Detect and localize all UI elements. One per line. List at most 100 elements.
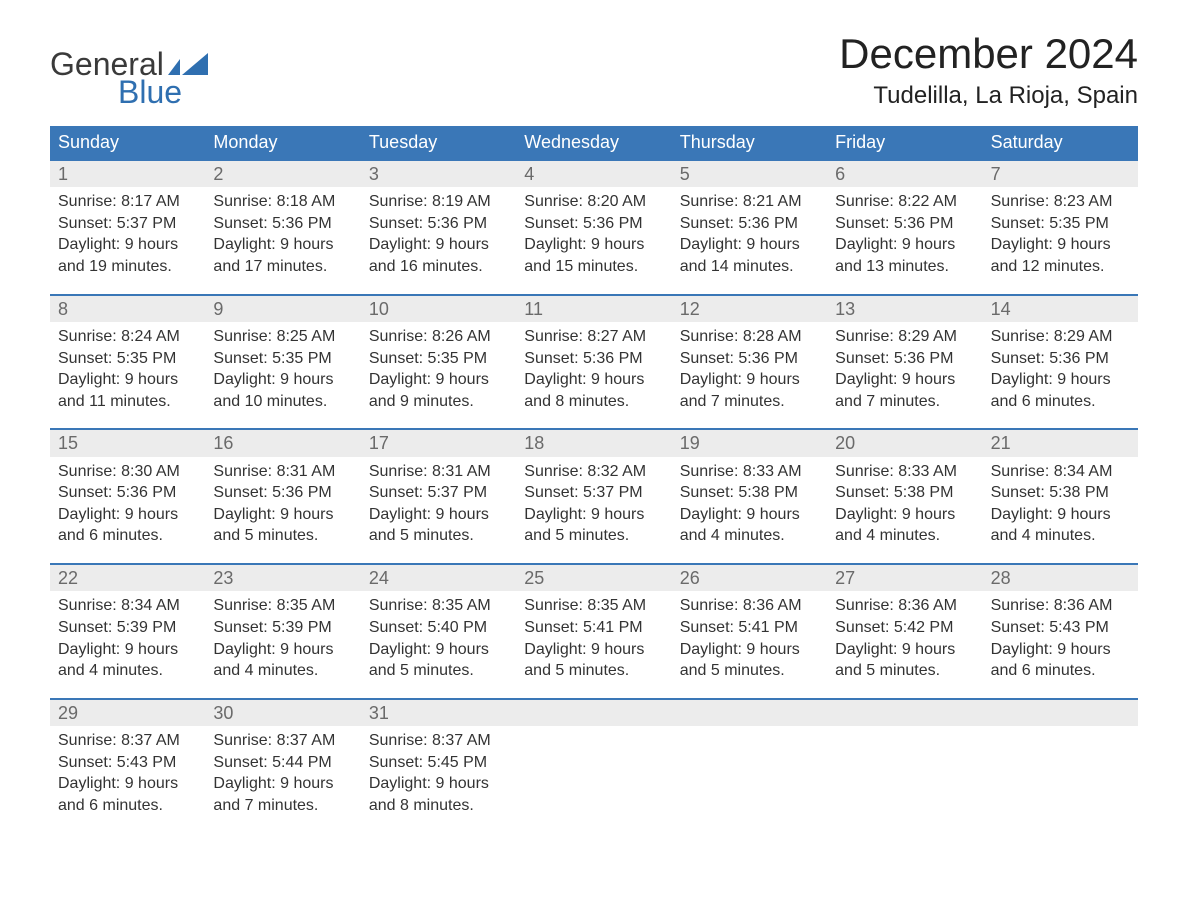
day-cell: 4Sunrise: 8:20 AMSunset: 5:36 PMDaylight…	[516, 161, 671, 278]
dow-friday: Friday	[827, 126, 982, 159]
logo: General Blue	[50, 30, 208, 108]
day-d2: and 7 minutes.	[680, 391, 819, 413]
day-sunrise: Sunrise: 8:36 AM	[991, 595, 1130, 617]
day-body: Sunrise: 8:25 AMSunset: 5:35 PMDaylight:…	[205, 322, 360, 412]
day-d1: Daylight: 9 hours	[991, 234, 1130, 256]
day-body: Sunrise: 8:34 AMSunset: 5:39 PMDaylight:…	[50, 591, 205, 681]
day-d2: and 4 minutes.	[835, 525, 974, 547]
day-sunset: Sunset: 5:39 PM	[58, 617, 197, 639]
day-d2: and 9 minutes.	[369, 391, 508, 413]
day-cell: 8Sunrise: 8:24 AMSunset: 5:35 PMDaylight…	[50, 296, 205, 413]
day-sunrise: Sunrise: 8:20 AM	[524, 191, 663, 213]
day-body: Sunrise: 8:17 AMSunset: 5:37 PMDaylight:…	[50, 187, 205, 277]
day-d1: Daylight: 9 hours	[835, 369, 974, 391]
day-d2: and 16 minutes.	[369, 256, 508, 278]
day-body: Sunrise: 8:31 AMSunset: 5:37 PMDaylight:…	[361, 457, 516, 547]
day-sunset: Sunset: 5:38 PM	[991, 482, 1130, 504]
day-body: Sunrise: 8:29 AMSunset: 5:36 PMDaylight:…	[983, 322, 1138, 412]
day-d2: and 4 minutes.	[991, 525, 1130, 547]
day-sunset: Sunset: 5:35 PM	[58, 348, 197, 370]
day-d1: Daylight: 9 hours	[58, 639, 197, 661]
day-body: Sunrise: 8:37 AMSunset: 5:45 PMDaylight:…	[361, 726, 516, 816]
day-number: 2	[205, 161, 360, 187]
day-cell	[672, 700, 827, 817]
day-d2: and 6 minutes.	[991, 391, 1130, 413]
day-d1: Daylight: 9 hours	[524, 504, 663, 526]
day-body: Sunrise: 8:35 AMSunset: 5:39 PMDaylight:…	[205, 591, 360, 681]
day-number: 5	[672, 161, 827, 187]
day-sunset: Sunset: 5:41 PM	[680, 617, 819, 639]
day-cell: 19Sunrise: 8:33 AMSunset: 5:38 PMDayligh…	[672, 430, 827, 547]
day-cell: 20Sunrise: 8:33 AMSunset: 5:38 PMDayligh…	[827, 430, 982, 547]
day-body: Sunrise: 8:28 AMSunset: 5:36 PMDaylight:…	[672, 322, 827, 412]
day-cell	[827, 700, 982, 817]
day-d2: and 5 minutes.	[524, 525, 663, 547]
day-d1: Daylight: 9 hours	[680, 639, 819, 661]
day-number: 12	[672, 296, 827, 322]
day-body: Sunrise: 8:35 AMSunset: 5:41 PMDaylight:…	[516, 591, 671, 681]
day-number: 28	[983, 565, 1138, 591]
day-sunrise: Sunrise: 8:25 AM	[213, 326, 352, 348]
day-sunset: Sunset: 5:35 PM	[369, 348, 508, 370]
dow-tuesday: Tuesday	[361, 126, 516, 159]
day-cell: 12Sunrise: 8:28 AMSunset: 5:36 PMDayligh…	[672, 296, 827, 413]
day-sunrise: Sunrise: 8:31 AM	[369, 461, 508, 483]
day-cell: 25Sunrise: 8:35 AMSunset: 5:41 PMDayligh…	[516, 565, 671, 682]
day-number: 6	[827, 161, 982, 187]
day-d2: and 12 minutes.	[991, 256, 1130, 278]
calendar: SundayMondayTuesdayWednesdayThursdayFrid…	[50, 126, 1138, 816]
week-row: 1Sunrise: 8:17 AMSunset: 5:37 PMDaylight…	[50, 159, 1138, 278]
day-body: Sunrise: 8:37 AMSunset: 5:44 PMDaylight:…	[205, 726, 360, 816]
day-d1: Daylight: 9 hours	[680, 504, 819, 526]
day-sunrise: Sunrise: 8:24 AM	[58, 326, 197, 348]
day-sunrise: Sunrise: 8:33 AM	[680, 461, 819, 483]
day-d2: and 13 minutes.	[835, 256, 974, 278]
day-d2: and 7 minutes.	[835, 391, 974, 413]
day-d2: and 6 minutes.	[991, 660, 1130, 682]
day-d2: and 6 minutes.	[58, 795, 197, 817]
day-sunrise: Sunrise: 8:28 AM	[680, 326, 819, 348]
day-d1: Daylight: 9 hours	[369, 369, 508, 391]
day-cell: 30Sunrise: 8:37 AMSunset: 5:44 PMDayligh…	[205, 700, 360, 817]
day-sunrise: Sunrise: 8:17 AM	[58, 191, 197, 213]
day-d2: and 5 minutes.	[835, 660, 974, 682]
day-sunrise: Sunrise: 8:37 AM	[58, 730, 197, 752]
day-number: 1	[50, 161, 205, 187]
day-number	[827, 700, 982, 726]
day-cell: 3Sunrise: 8:19 AMSunset: 5:36 PMDaylight…	[361, 161, 516, 278]
day-sunset: Sunset: 5:36 PM	[58, 482, 197, 504]
day-number: 3	[361, 161, 516, 187]
day-sunset: Sunset: 5:35 PM	[213, 348, 352, 370]
day-number	[672, 700, 827, 726]
day-body: Sunrise: 8:24 AMSunset: 5:35 PMDaylight:…	[50, 322, 205, 412]
day-number: 31	[361, 700, 516, 726]
header-row: General Blue December 2024 Tudelilla, La…	[50, 30, 1138, 120]
day-sunset: Sunset: 5:37 PM	[58, 213, 197, 235]
day-number: 27	[827, 565, 982, 591]
day-sunset: Sunset: 5:36 PM	[835, 213, 974, 235]
day-d1: Daylight: 9 hours	[369, 234, 508, 256]
day-body: Sunrise: 8:21 AMSunset: 5:36 PMDaylight:…	[672, 187, 827, 277]
week-row: 15Sunrise: 8:30 AMSunset: 5:36 PMDayligh…	[50, 428, 1138, 547]
day-cell: 23Sunrise: 8:35 AMSunset: 5:39 PMDayligh…	[205, 565, 360, 682]
day-sunset: Sunset: 5:36 PM	[835, 348, 974, 370]
day-number	[516, 700, 671, 726]
day-sunrise: Sunrise: 8:35 AM	[524, 595, 663, 617]
day-number: 19	[672, 430, 827, 456]
day-d1: Daylight: 9 hours	[524, 369, 663, 391]
day-d2: and 6 minutes.	[58, 525, 197, 547]
day-sunrise: Sunrise: 8:29 AM	[991, 326, 1130, 348]
day-d2: and 4 minutes.	[58, 660, 197, 682]
day-sunrise: Sunrise: 8:31 AM	[213, 461, 352, 483]
logo-text-blue: Blue	[118, 76, 208, 108]
dow-sunday: Sunday	[50, 126, 205, 159]
dow-wednesday: Wednesday	[516, 126, 671, 159]
day-sunrise: Sunrise: 8:30 AM	[58, 461, 197, 483]
day-body: Sunrise: 8:29 AMSunset: 5:36 PMDaylight:…	[827, 322, 982, 412]
day-d2: and 14 minutes.	[680, 256, 819, 278]
day-sunset: Sunset: 5:38 PM	[835, 482, 974, 504]
day-d1: Daylight: 9 hours	[524, 639, 663, 661]
day-sunrise: Sunrise: 8:19 AM	[369, 191, 508, 213]
day-sunrise: Sunrise: 8:23 AM	[991, 191, 1130, 213]
day-body: Sunrise: 8:19 AMSunset: 5:36 PMDaylight:…	[361, 187, 516, 277]
